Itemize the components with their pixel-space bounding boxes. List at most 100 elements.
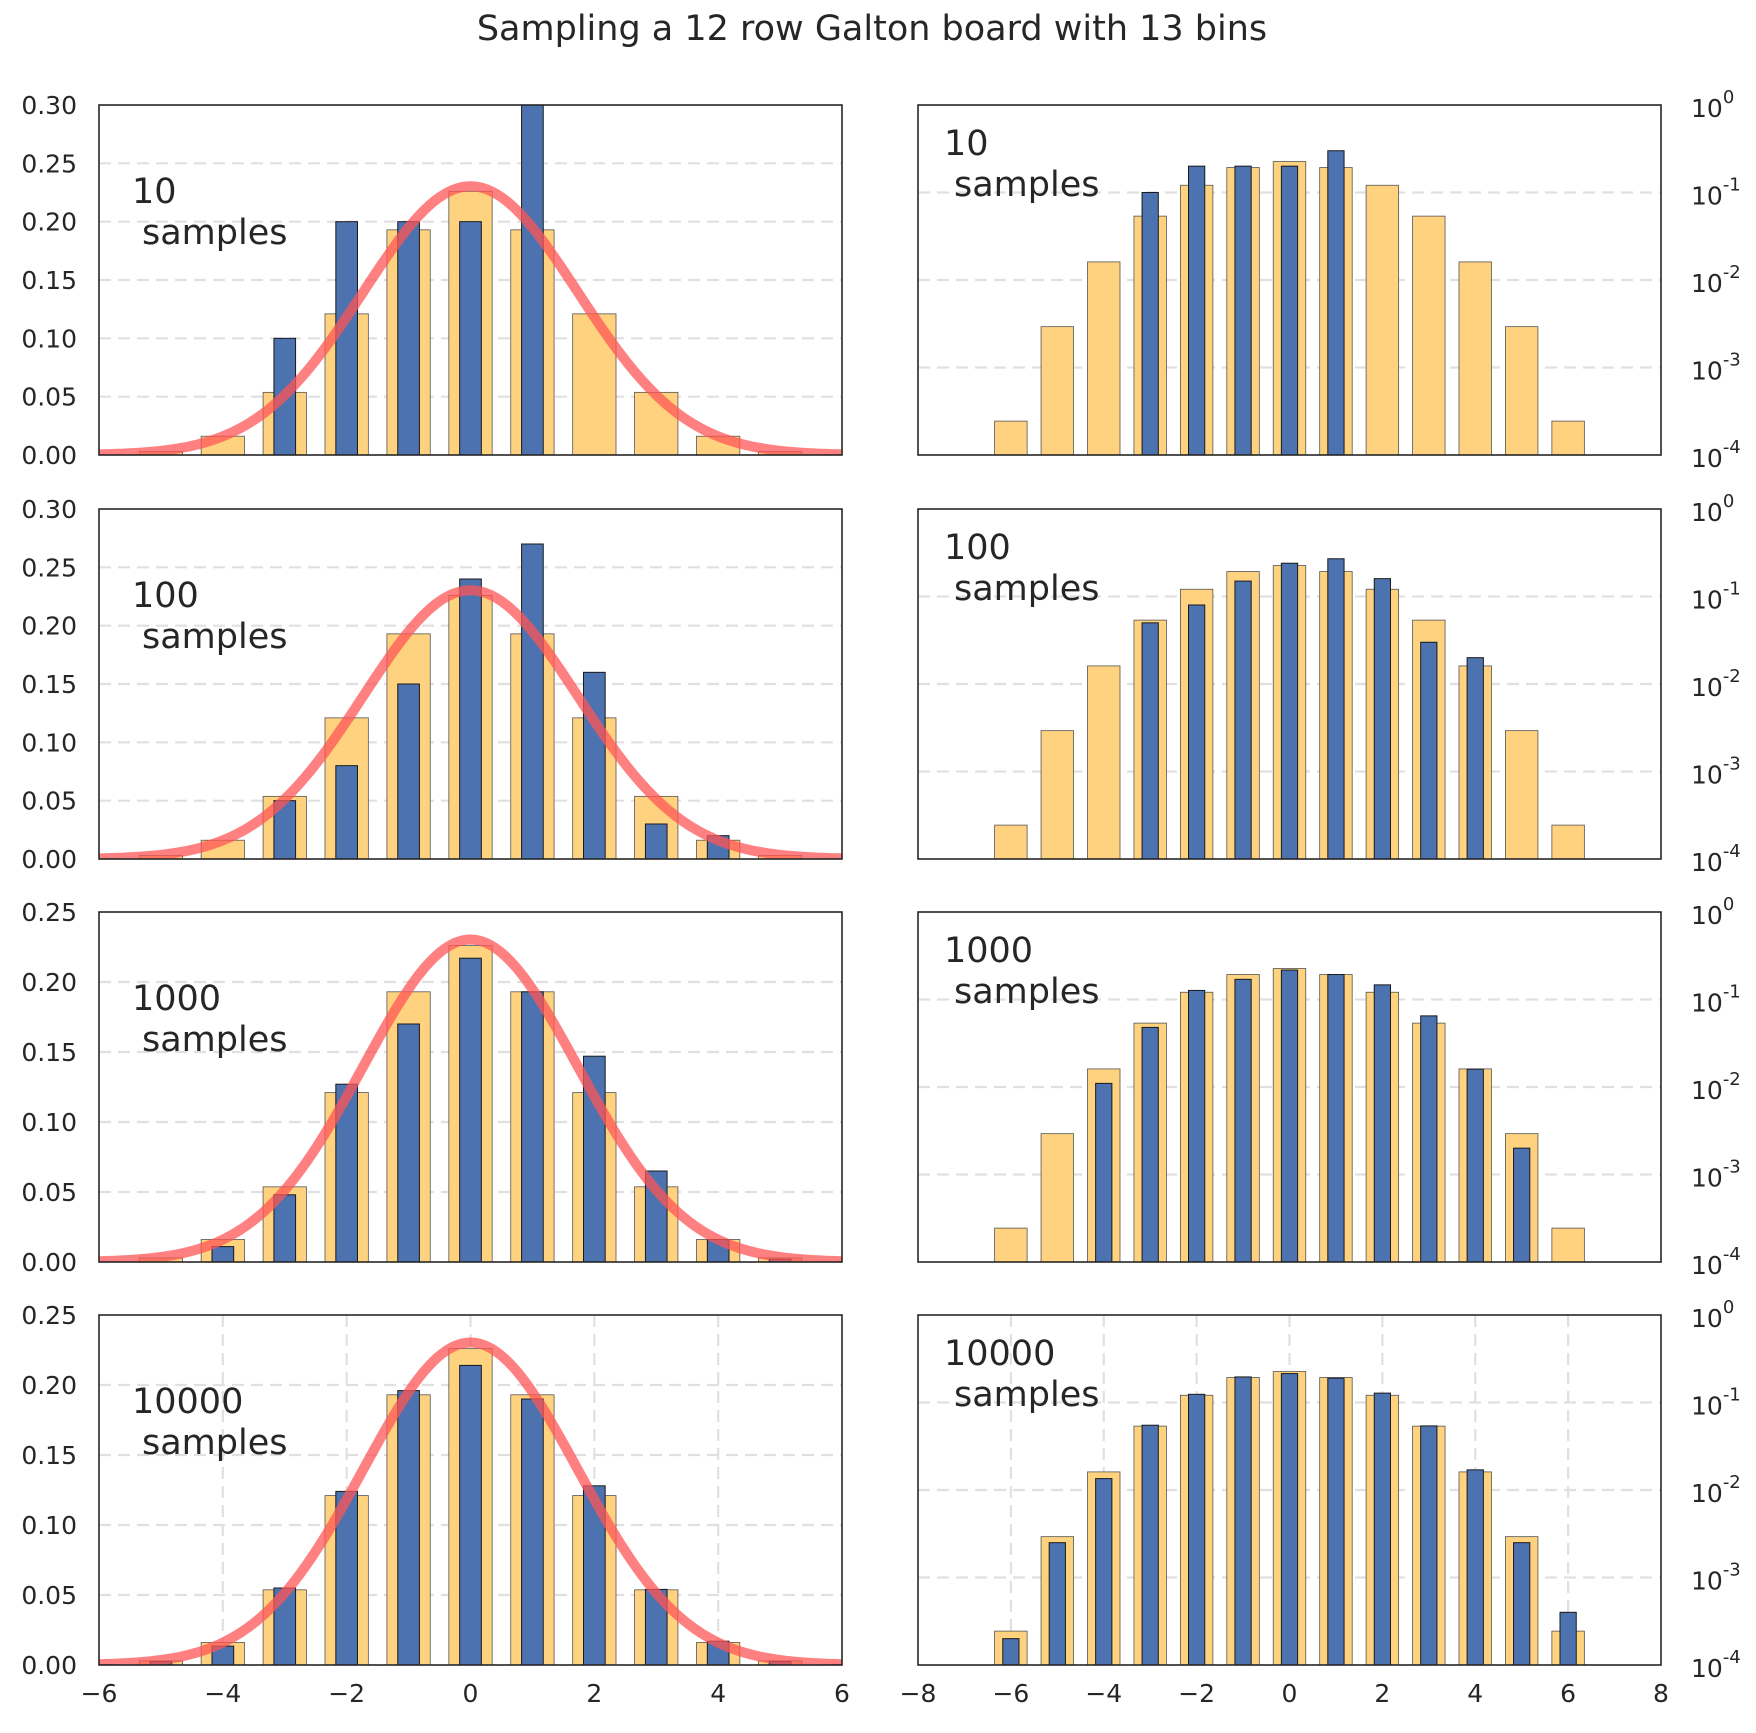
y-tick-label: 100: [1691, 1297, 1734, 1333]
y-tick-label: 10-3: [1691, 754, 1741, 790]
sampled-bar: [1466, 657, 1484, 859]
expected-bar: [1551, 1227, 1585, 1262]
panel-10-log: 100 10-1 10-2 10-3 10-4 10 samples: [917, 87, 1741, 473]
sampled-bar: [1141, 1026, 1159, 1262]
sampled-bar: [644, 823, 668, 859]
sampled-bar: [1141, 1424, 1159, 1665]
panel-100-linear: 0.00 0.05 0.10 0.15 0.20 0.25 0.30 100 samples: [21, 495, 843, 874]
sample-count-annotation: 10 samples: [944, 124, 1100, 205]
y-tick-labels: 100 10-1 10-2 10-3 10-4: [1691, 491, 1741, 877]
expected-bar: [1087, 261, 1121, 455]
y-tick-label: 100: [1691, 87, 1734, 123]
sampled-bar: [521, 543, 544, 859]
sample-count-annotation: 1000 samples: [944, 931, 1100, 1012]
sampled-bar: [397, 683, 420, 859]
y-tick-label: 0.05: [21, 787, 77, 816]
y-tick-labels: 0.00 0.05 0.10 0.15 0.20 0.25: [21, 1301, 77, 1680]
sampled-bar: [1466, 1068, 1484, 1262]
y-tick-label: 10-2: [1691, 1069, 1741, 1105]
sampled-bar: [1373, 578, 1392, 859]
y-tick-label: 0.05: [21, 1581, 77, 1610]
y-tick-label: 10-3: [1691, 350, 1741, 386]
sampled-bar: [1513, 1147, 1531, 1262]
sampled-bar: [1327, 150, 1345, 455]
sampled-bar: [1280, 1373, 1299, 1665]
sampled-bar: [1327, 1377, 1345, 1665]
expected-bar: [1412, 215, 1446, 455]
y-tick-label: 100: [1691, 491, 1734, 527]
y-tick-label: 10-1: [1691, 982, 1741, 1018]
sampled-bar: [521, 1398, 544, 1665]
figure-title: Sampling a 12 row Galton board with 13 b…: [477, 9, 1267, 49]
expected-bar: [994, 824, 1028, 859]
expected-bar: [1365, 184, 1400, 455]
sampled-bar: [1141, 622, 1159, 859]
y-tick-labels: 0.00 0.05 0.10 0.15 0.20 0.25 0.30: [21, 495, 77, 874]
x-tick-label: −4: [204, 1679, 241, 1708]
x-tick-label: −8: [900, 1679, 937, 1708]
sampled-bar: [335, 221, 359, 455]
sampled-bar: [1095, 1082, 1113, 1262]
y-tick-label: 10-3: [1691, 1560, 1741, 1596]
panel-10000-linear: 0.00 0.05 0.10 0.15 0.20 0.25 −6 −4 −2 0 2 4 6 10000 s…: [21, 1301, 850, 1708]
y-tick-label: 0.00: [21, 1651, 77, 1680]
y-tick-label: 0.00: [21, 441, 77, 470]
expected-bar: [1040, 326, 1074, 455]
panel-100-log: 100 10-1 10-2 10-3 10-4 100 samples: [917, 491, 1741, 877]
sampled-bar: [521, 991, 544, 1262]
sample-count-annotation: 10000 samples: [132, 1382, 288, 1463]
sampled-bar: [1280, 969, 1299, 1262]
y-tick-label: 10-4: [1691, 437, 1741, 473]
sampled-bar: [1280, 562, 1299, 859]
y-tick-label: 0.20: [21, 968, 77, 997]
sampled-bar: [582, 1485, 606, 1665]
y-tick-label: 0.25: [21, 1301, 77, 1330]
y-tick-labels: 0.00 0.05 0.10 0.15 0.20 0.25 0.30: [21, 91, 77, 470]
axes-frame: [917, 1314, 1662, 1666]
expected-bar: [994, 420, 1028, 455]
axes-frame: [98, 1314, 843, 1666]
expected-bar: [994, 1227, 1028, 1262]
sampled-bar: [1141, 192, 1159, 455]
bars: [994, 1371, 1585, 1665]
sampled-bar: [459, 957, 482, 1262]
y-tick-label: 0.15: [21, 1038, 77, 1067]
y-tick-label: 0.20: [21, 1371, 77, 1400]
bars: [99, 105, 842, 455]
y-tick-label: 0.00: [21, 845, 77, 874]
panel-1000-linear: 0.00 0.05 0.10 0.15 0.20 0.25 1000 samples: [21, 898, 843, 1277]
axes-frame: [98, 911, 843, 1263]
normal-curve: [99, 1337, 842, 1665]
expected-bar: [1505, 730, 1539, 859]
sampled-bar: [1187, 165, 1206, 455]
x-tick-label: 2: [586, 1679, 602, 1708]
sampled-bar: [1466, 1469, 1484, 1665]
x-tick-label: 4: [1467, 1679, 1483, 1708]
y-tick-label: 10-3: [1691, 1157, 1741, 1193]
x-tick-label: −2: [1178, 1679, 1215, 1708]
x-tick-label: 2: [1374, 1679, 1390, 1708]
y-tick-label: 0.05: [21, 383, 77, 412]
sampled-bar: [459, 578, 482, 859]
sampled-bar: [397, 1390, 420, 1665]
expected-bar: [1551, 420, 1585, 455]
y-tick-label: 0.10: [21, 324, 77, 353]
axes-frame: [98, 104, 843, 456]
y-tick-label: 10-2: [1691, 1472, 1741, 1508]
y-tick-label: 0.05: [21, 1178, 77, 1207]
sampled-bar: [1048, 1542, 1066, 1665]
bars: [994, 558, 1585, 859]
sampled-bar: [459, 221, 482, 455]
normal-curve: [99, 181, 842, 455]
sample-count-annotation: 10 samples: [132, 172, 288, 253]
normal-curve: [99, 585, 842, 859]
sampled-bar: [335, 765, 359, 859]
sampled-bar: [521, 105, 544, 455]
y-tick-label: 0.20: [21, 208, 77, 237]
sampled-bar: [1373, 984, 1392, 1262]
axes-frame: [917, 911, 1662, 1263]
axes-frame: [98, 508, 843, 860]
sample-count-annotation: 1000 samples: [132, 979, 288, 1060]
sampled-bar: [1002, 1638, 1020, 1665]
